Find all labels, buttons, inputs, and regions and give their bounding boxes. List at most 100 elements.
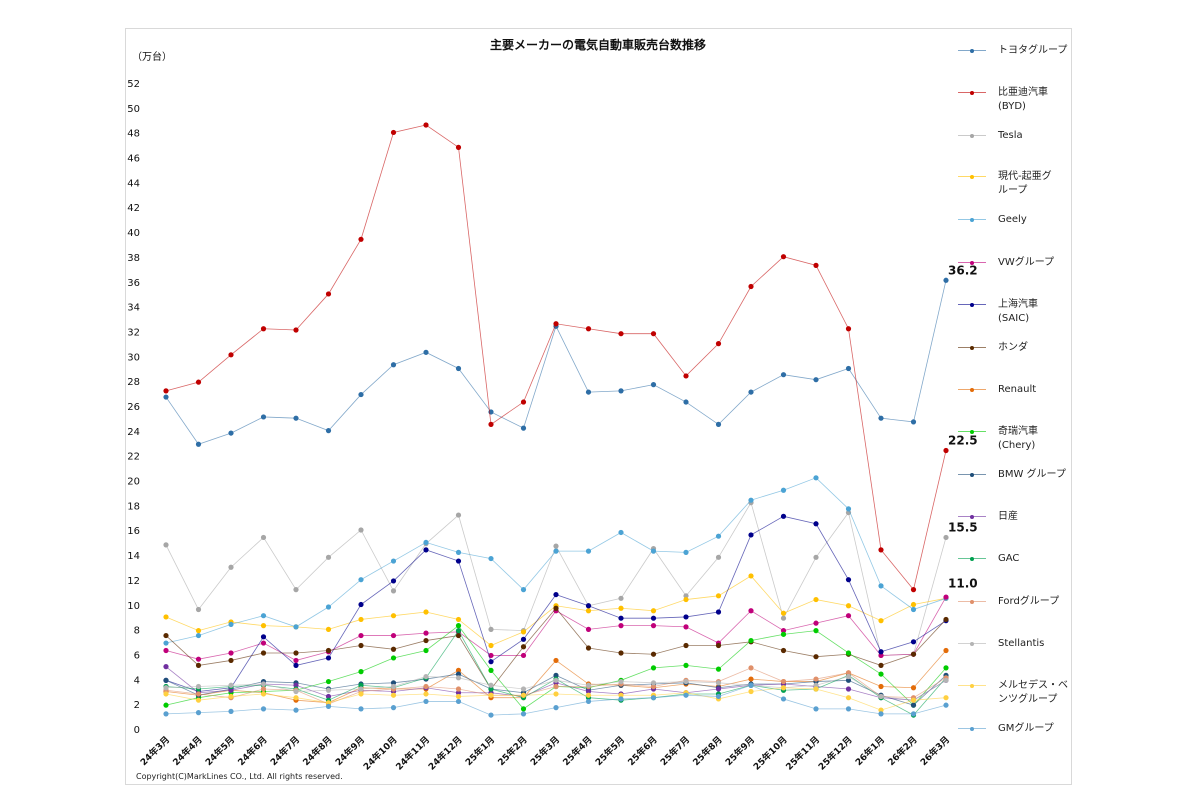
data-point (943, 702, 949, 708)
data-point (553, 705, 559, 711)
data-point (228, 682, 234, 688)
data-point (715, 693, 722, 700)
data-label: 15.5 (948, 520, 978, 534)
data-point (585, 548, 592, 554)
data-point (910, 419, 917, 425)
y-tick-label: 30 (127, 352, 140, 363)
data-point (390, 578, 397, 584)
data-point (650, 608, 657, 614)
data-point (748, 676, 754, 682)
legend-marker (970, 684, 974, 688)
data-point (488, 626, 494, 632)
data-point (260, 691, 267, 697)
data-point (813, 654, 819, 660)
data-point (813, 686, 819, 692)
x-tick-label: 25年1月 (463, 734, 498, 769)
legend-label: GAC (998, 553, 1020, 564)
data-point (618, 650, 624, 656)
y-tick-label: 38 (127, 253, 140, 264)
data-point (780, 372, 787, 378)
y-tick-label: 28 (127, 377, 140, 388)
data-point (715, 609, 722, 615)
data-point (163, 388, 169, 394)
data-point (845, 695, 852, 701)
data-point (455, 690, 462, 696)
x-tick-label: 26年2月 (885, 734, 920, 769)
data-point (293, 662, 299, 669)
data-point (715, 686, 722, 692)
data-point (715, 593, 722, 599)
data-point (585, 692, 592, 698)
data-point (195, 683, 202, 690)
data-point (943, 594, 949, 600)
data-point (910, 685, 917, 691)
x-tick-label: 25年12月 (816, 734, 855, 773)
data-point (618, 605, 624, 611)
y-tick-label: 46 (127, 154, 140, 165)
data-point (520, 652, 527, 659)
data-point (748, 389, 754, 395)
data-point (358, 601, 364, 608)
data-point (618, 331, 624, 337)
data-point (423, 673, 429, 680)
data-point (910, 601, 917, 608)
data-point (748, 637, 754, 644)
data-point (488, 659, 494, 665)
data-point (780, 254, 787, 260)
data-point (780, 513, 787, 519)
data-point (618, 696, 624, 702)
data-point (683, 624, 689, 630)
data-point (293, 587, 299, 593)
data-point (390, 680, 397, 686)
series-group (163, 500, 949, 659)
data-point (455, 623, 462, 629)
data-point (553, 683, 559, 690)
data-point (358, 527, 364, 533)
data-point (878, 652, 884, 659)
y-tick-label: 0 (134, 725, 140, 736)
legend-marker (970, 91, 974, 95)
legend-marker (970, 303, 974, 307)
y-tick-label: 36 (127, 278, 140, 289)
data-point (488, 642, 494, 649)
data-point (585, 645, 592, 651)
data-point (618, 692, 624, 698)
data-point (163, 677, 169, 683)
data-point (553, 543, 559, 549)
x-tick-label: 24年7月 (268, 734, 303, 769)
data-point (650, 548, 657, 554)
data-point (520, 706, 527, 712)
data-point (260, 650, 267, 656)
data-point (878, 671, 884, 677)
x-tick-label: 25年8月 (690, 734, 725, 769)
data-point (910, 697, 917, 703)
data-point (228, 687, 234, 693)
x-tick-label: 24年9月 (333, 734, 368, 769)
data-point (748, 608, 754, 614)
data-point (195, 441, 202, 447)
data-point (683, 593, 689, 599)
y-tick-label: 4 (134, 675, 140, 686)
data-point (845, 577, 852, 583)
data-point (390, 129, 397, 136)
data-point (585, 682, 592, 688)
legend-marker (970, 218, 974, 222)
data-point (683, 399, 689, 405)
data-point (650, 623, 657, 629)
series-line (165, 124, 947, 591)
y-tick-label: 8 (134, 626, 140, 637)
legend-marker (970, 600, 974, 604)
data-point (325, 554, 332, 560)
legend-label: Geely (998, 214, 1027, 225)
legend-marker (970, 49, 974, 53)
data-point (423, 698, 429, 705)
data-point (553, 691, 559, 697)
data-point (845, 326, 852, 332)
data-point (845, 603, 852, 609)
data-point (585, 626, 592, 632)
data-point (943, 447, 949, 454)
data-point (228, 650, 234, 656)
y-tick-label: 34 (127, 303, 140, 314)
data-point (943, 534, 949, 541)
data-point (715, 642, 722, 649)
